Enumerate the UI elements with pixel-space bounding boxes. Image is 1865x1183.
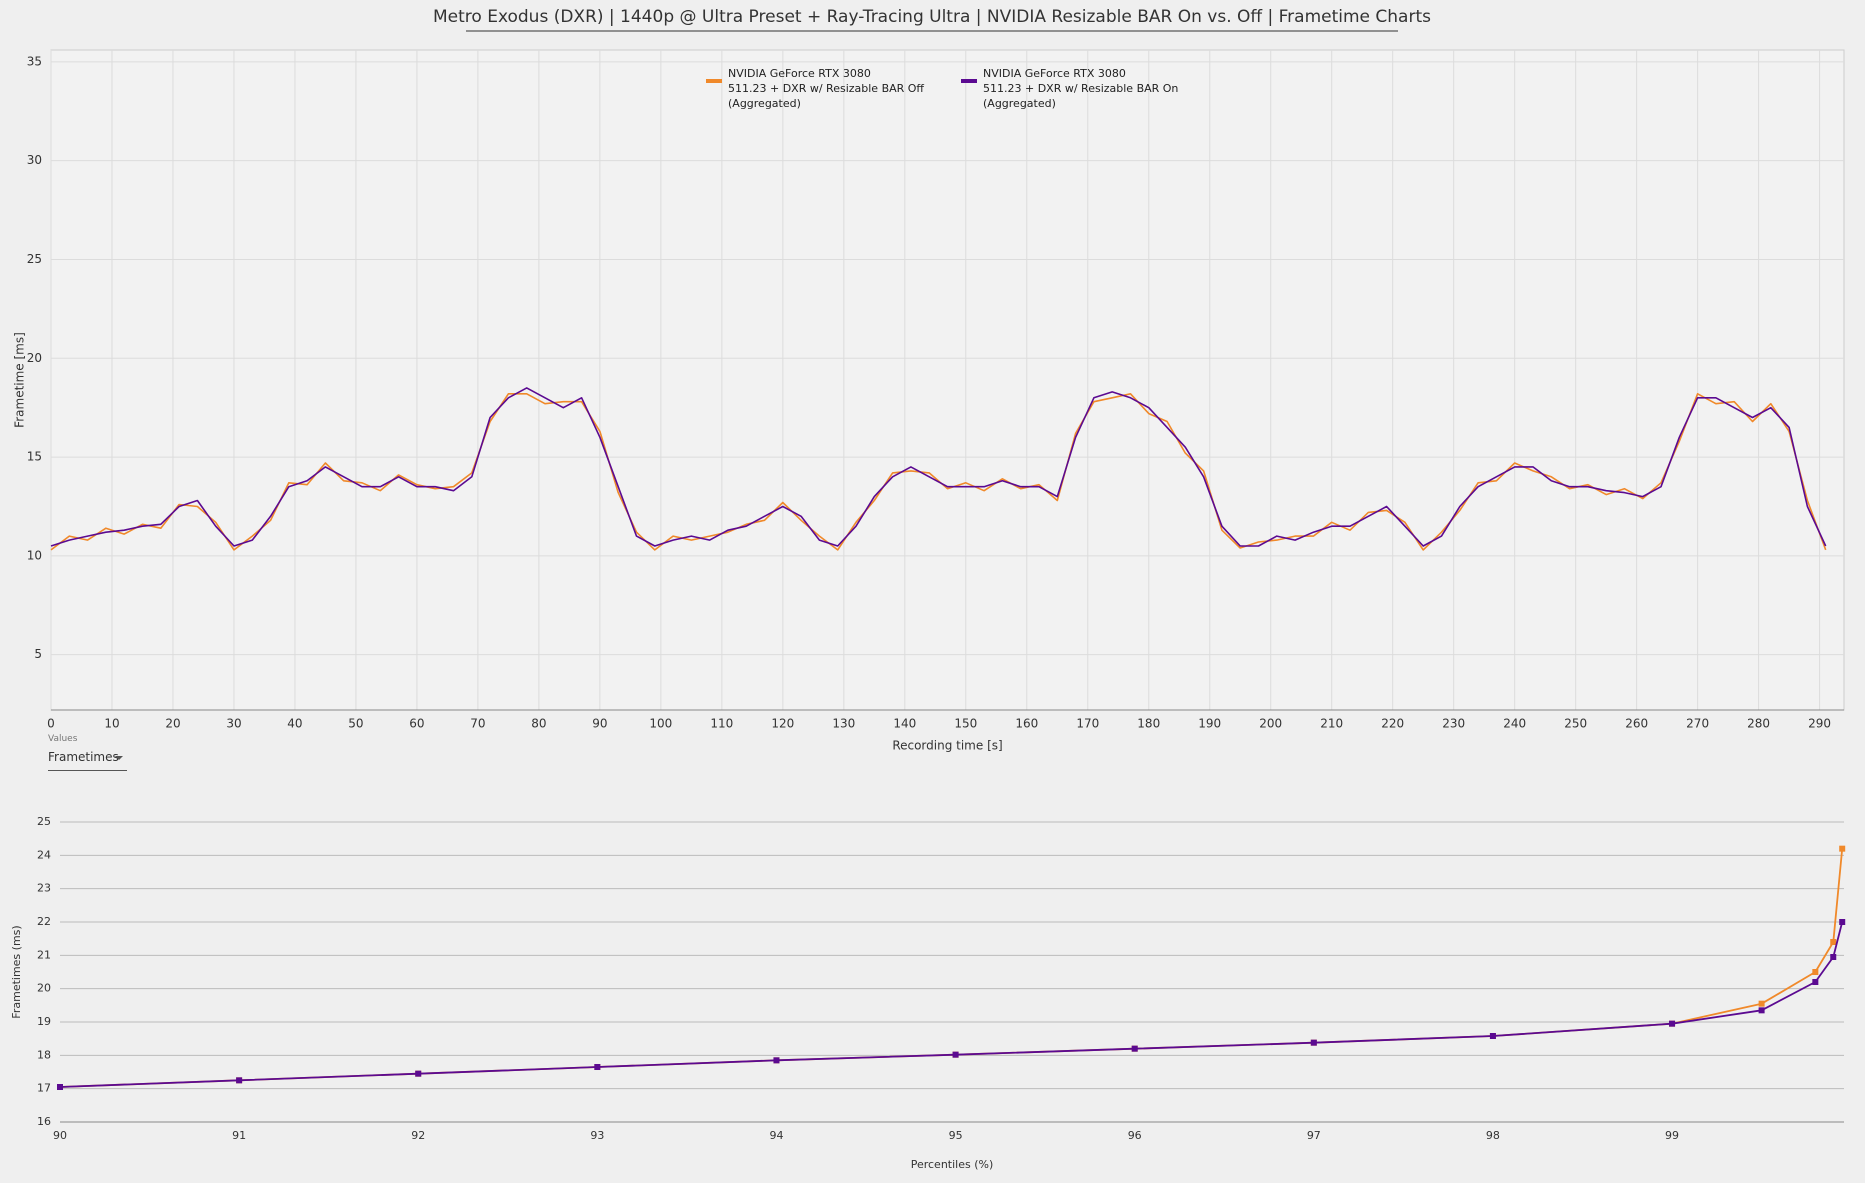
x-tick-label: 120 — [771, 717, 794, 731]
point — [1758, 1007, 1765, 1014]
x-tick-label: 200 — [1259, 717, 1282, 731]
point — [1489, 1033, 1496, 1039]
legend-item: NVIDIA GeForce RTX 3080 511.23 + DXR w/ … — [961, 66, 1178, 111]
x-tick-label: 96 — [1128, 1129, 1142, 1142]
legend-item: NVIDIA GeForce RTX 3080 511.23 + DXR w/ … — [706, 66, 924, 111]
x-tick-label: 220 — [1381, 717, 1404, 731]
point — [1812, 969, 1819, 975]
x-tick-label: 20 — [165, 717, 180, 731]
legend-label: NVIDIA GeForce RTX 3080 511.23 + DXR w/ … — [983, 67, 1179, 110]
x-tick-label: 91 — [232, 1129, 246, 1142]
y-tick-label: 20 — [37, 982, 51, 995]
x-tick-label: 92 — [411, 1129, 425, 1142]
x-tick-label: 0 — [47, 717, 55, 731]
y-tick-label: 20 — [27, 351, 42, 365]
series-line — [59, 848, 1844, 1088]
y-tick-label: 22 — [37, 915, 51, 928]
y-tick-label: 21 — [37, 948, 51, 961]
point — [773, 1057, 780, 1064]
point — [1830, 954, 1837, 960]
x-tick-label: 50 — [348, 717, 363, 731]
y-tick-label: 35 — [27, 54, 42, 68]
point — [236, 1077, 243, 1084]
point — [952, 1051, 959, 1058]
x-tick-label: 94 — [769, 1129, 783, 1142]
plot-area — [50, 49, 1845, 711]
x-tick-label: 170 — [1076, 717, 1099, 731]
x-tick-label: 60 — [409, 717, 424, 731]
point — [1669, 1020, 1676, 1027]
dropdown[interactable]: Frametimes — [48, 750, 127, 771]
y-axis-label: Frametimes (ms) — [10, 925, 23, 1018]
x-tick-label: 270 — [1686, 717, 1709, 731]
x-tick-label: 90 — [592, 717, 607, 731]
legend-key — [706, 79, 722, 83]
x-tick-label: 280 — [1747, 717, 1770, 731]
point — [57, 1084, 63, 1090]
y-tick-label: 17 — [37, 1082, 51, 1095]
x-tick-label: 90 — [53, 1129, 67, 1142]
x-tick-label: 290 — [1808, 717, 1831, 731]
x-tick-label: 80 — [531, 717, 546, 731]
control-label: Values — [48, 734, 78, 744]
point — [1131, 1045, 1138, 1052]
point — [1310, 1039, 1317, 1046]
point — [1758, 1000, 1765, 1007]
chart-title: Metro Exodus (DXR) | 1440p @ Ultra Prese… — [433, 7, 1431, 27]
x-tick-label: 130 — [832, 717, 855, 731]
x-tick-label: 190 — [1198, 717, 1221, 731]
y-axis-label: Frametime [ms] — [13, 332, 27, 428]
x-tick-label: 150 — [954, 717, 977, 731]
x-tick-label: 240 — [1503, 717, 1526, 731]
x-tick-label: 70 — [470, 717, 485, 731]
point — [1830, 939, 1837, 945]
y-tick-label: 5 — [34, 647, 42, 661]
x-tick-label: 210 — [1320, 717, 1343, 731]
x-tick-label: 99 — [1665, 1129, 1679, 1142]
y-tick-label: 15 — [27, 450, 42, 464]
x-tick-label: 250 — [1564, 717, 1587, 731]
point — [415, 1070, 422, 1077]
series-line — [59, 921, 1844, 1088]
x-tick-label: 30 — [226, 717, 241, 731]
y-tick-label: 24 — [37, 848, 51, 861]
x-tick-label: 110 — [710, 717, 733, 731]
legend-label: NVIDIA GeForce RTX 3080 511.23 + DXR w/ … — [728, 67, 925, 110]
x-tick-label: 95 — [949, 1129, 963, 1142]
y-tick-label: 23 — [37, 882, 51, 895]
x-tick-label: 260 — [1625, 717, 1648, 731]
y-tick-label: 25 — [27, 252, 42, 266]
y-tick-label: 30 — [27, 153, 42, 167]
y-tick-label: 19 — [37, 1015, 51, 1028]
x-tick-label: 100 — [649, 717, 672, 731]
x-tick-label: 98 — [1486, 1129, 1500, 1142]
y-tick-label: 18 — [37, 1048, 51, 1061]
x-axis-label: Recording time [s] — [892, 739, 1002, 753]
x-tick-label: 180 — [1137, 717, 1160, 731]
point — [1839, 845, 1846, 852]
x-axis-label: Percentiles (%) — [911, 1158, 994, 1171]
x-tick-label: 40 — [287, 717, 302, 731]
y-tick-label: 16 — [37, 1115, 51, 1128]
x-tick-label: 160 — [1015, 717, 1038, 731]
point — [1812, 979, 1819, 985]
point — [594, 1064, 601, 1070]
legend-key — [961, 79, 977, 83]
x-tick-label: 10 — [104, 717, 119, 731]
y-tick-label: 10 — [27, 548, 42, 562]
x-tick-label: 230 — [1442, 717, 1465, 731]
series-line — [50, 393, 1827, 551]
point — [1839, 919, 1846, 925]
x-tick-label: 97 — [1307, 1129, 1321, 1142]
series-line — [50, 387, 1827, 547]
y-tick-label: 25 — [37, 815, 51, 828]
x-tick-label: 93 — [590, 1129, 604, 1142]
x-tick-label: 140 — [893, 717, 916, 731]
